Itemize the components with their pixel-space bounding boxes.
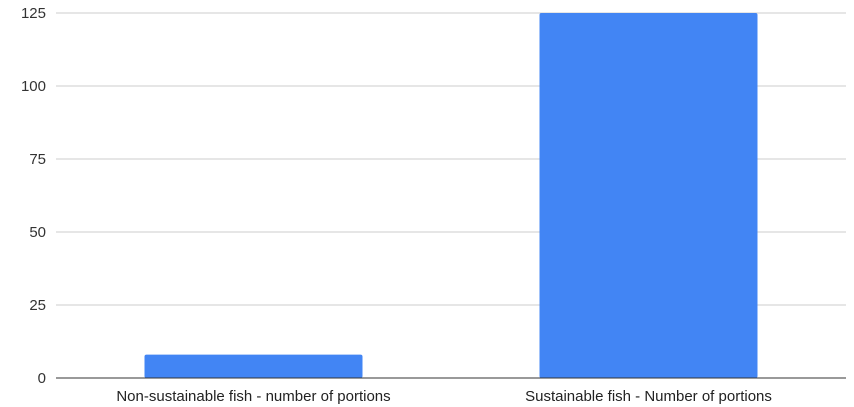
y-tick-label: 100 <box>21 78 46 95</box>
x-tick-label: Sustainable fish - Number of portions <box>525 388 772 405</box>
y-tick-label: 75 <box>29 151 46 168</box>
y-tick-label: 0 <box>38 370 46 387</box>
x-tick-label: Non-sustainable fish - number of portion… <box>116 388 390 405</box>
y-tick-label: 125 <box>21 5 46 22</box>
y-tick-label: 25 <box>29 297 46 314</box>
bar <box>539 13 758 378</box>
y-tick-label: 50 <box>29 224 46 241</box>
bar <box>144 354 363 378</box>
